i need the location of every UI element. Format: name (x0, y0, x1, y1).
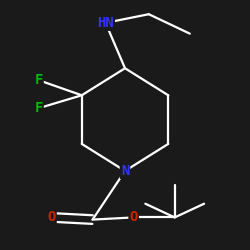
Text: F: F (34, 73, 43, 87)
Text: O: O (130, 210, 138, 224)
Text: HN: HN (97, 16, 114, 30)
Text: F: F (34, 101, 43, 115)
Text: N: N (121, 164, 129, 178)
Text: O: O (47, 210, 56, 224)
